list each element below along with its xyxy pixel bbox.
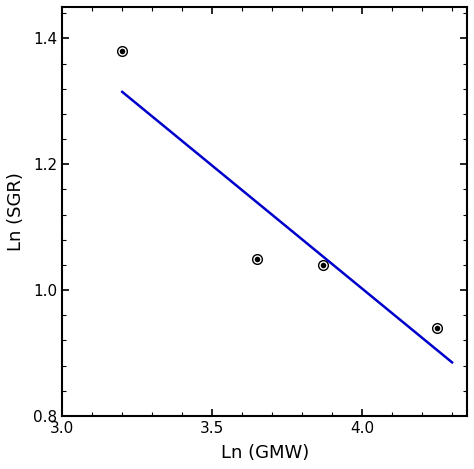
X-axis label: Ln (GMW): Ln (GMW)	[220, 444, 309, 462]
Y-axis label: Ln (SGR): Ln (SGR)	[7, 172, 25, 251]
Point	[254, 255, 261, 262]
Point	[319, 261, 327, 269]
Point	[433, 324, 441, 332]
Point	[319, 261, 327, 269]
Point	[433, 324, 441, 332]
Point	[118, 47, 126, 55]
Point	[254, 255, 261, 262]
Point	[118, 47, 126, 55]
